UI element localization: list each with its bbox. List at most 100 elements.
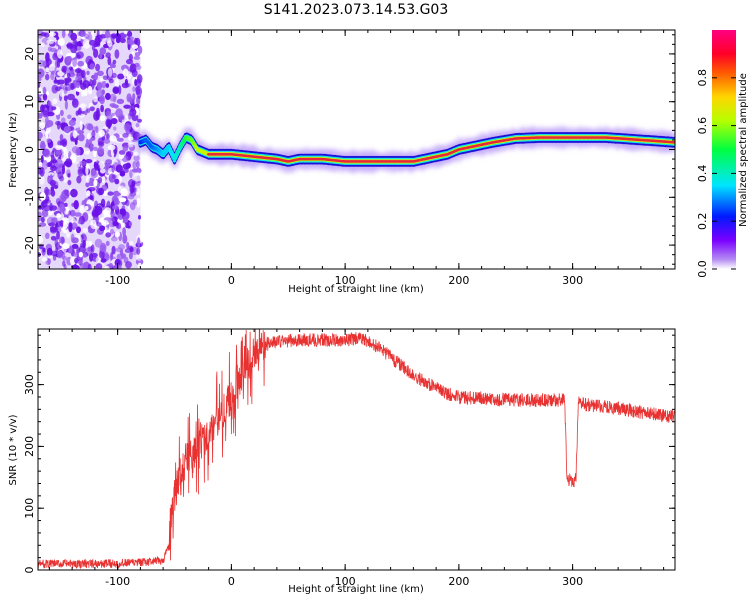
noise-speckle [122, 145, 129, 152]
snr-x-ticks: -100 0 100 200 300 [48, 329, 665, 588]
noise-speckle [124, 114, 129, 122]
noise-speckle [62, 255, 68, 261]
noise-speckle [123, 30, 128, 35]
noise-speckle [41, 257, 48, 262]
noise-speckle [114, 34, 120, 39]
noise-speckle [105, 240, 110, 247]
noise-speckle [44, 186, 49, 196]
noise-speckle [81, 251, 89, 258]
noise-speckle [95, 42, 101, 47]
noise-speckle [115, 164, 123, 173]
noise-speckle [63, 126, 71, 133]
noise-speckle [52, 53, 58, 61]
noise-speckle [99, 115, 106, 122]
noise-speckle [118, 85, 122, 95]
noise-speckle [90, 244, 95, 254]
noise-speckle [117, 185, 126, 194]
noise-speckle [50, 226, 58, 233]
figure-title: S141.2023.073.14.53.G03 [264, 2, 449, 18]
noise-speckle [93, 48, 99, 58]
noise-speckle [105, 159, 113, 165]
noise-speckle [50, 70, 55, 76]
noise-speckle [95, 63, 101, 72]
noise-speckle [135, 122, 140, 128]
noise-speckle [96, 30, 100, 39]
noise-speckle [39, 175, 45, 185]
noise-speckle [117, 73, 125, 80]
noise-speckle [92, 79, 97, 86]
noise-speckle [111, 245, 116, 255]
spectrogram-y-ticks: -20 -10 0 10 20 [23, 34, 675, 265]
noise-speckle [116, 98, 125, 105]
noise-speckle [102, 75, 109, 81]
noise-speckle [48, 222, 56, 227]
noise-speckle [69, 256, 76, 266]
noise-speckle [93, 96, 98, 103]
noise-speckle [39, 122, 46, 130]
noise-speckle [122, 68, 129, 77]
noise-speckle [39, 192, 46, 202]
noise-speckle [64, 148, 68, 155]
noise-speckle [46, 247, 53, 257]
noise-speckle [99, 225, 106, 232]
noise-speckle [82, 39, 91, 49]
noise-speckle [41, 159, 49, 170]
noise-speckle [122, 132, 129, 138]
noise-speckle [40, 155, 44, 164]
noise-speckle [136, 247, 141, 255]
noise-speckle [131, 69, 138, 77]
noise-speckle [114, 79, 120, 87]
noise-speckle [90, 219, 98, 230]
noise-speckle [75, 75, 82, 82]
noise-speckle [93, 72, 99, 81]
noise-speckle [93, 179, 98, 187]
noise-speckle [56, 36, 60, 41]
noise-speckle [113, 87, 119, 94]
noise-speckle [38, 112, 43, 119]
noise-speckle [64, 81, 69, 86]
noise-speckle [55, 158, 63, 168]
noise-speckle [104, 265, 110, 269]
noise-speckle [134, 79, 138, 87]
noise-speckle [137, 45, 143, 55]
noise-speckle [123, 123, 132, 132]
noise-speckle [101, 219, 109, 226]
noise-speckle [82, 212, 89, 222]
spectrogram-x-tick-label: 300 [562, 274, 583, 287]
noise-speckle [129, 246, 134, 253]
noise-speckle [51, 250, 58, 257]
noise-speckle [61, 65, 67, 73]
colorbar-tick-label: 0.0 [696, 260, 709, 278]
noise-speckle [109, 93, 117, 102]
colorbar-gradient [712, 30, 736, 269]
noise-speckle [70, 82, 75, 91]
noise-speckle [79, 120, 83, 131]
noise-speckle [121, 218, 129, 223]
noise-speckle [45, 73, 50, 81]
noise-speckle [47, 100, 52, 107]
snr-x-tick-label: -100 [105, 575, 130, 588]
noise-speckle [57, 79, 66, 85]
noise-speckle [107, 40, 113, 47]
noise-speckle [45, 131, 49, 139]
noise-speckle [67, 114, 72, 120]
colorbar-tick-label: 0.4 [696, 165, 709, 183]
noise-speckle [134, 37, 138, 45]
noise-speckle [80, 242, 84, 248]
noise-speckle [71, 146, 80, 154]
noise-speckle [50, 235, 57, 241]
noise-speckle [85, 190, 91, 197]
noise-speckle [81, 165, 87, 175]
noise-speckle [70, 188, 78, 198]
noise-speckle [138, 215, 141, 220]
noise-speckle [137, 237, 141, 248]
noise-speckle [49, 202, 53, 212]
noise-speckle [42, 93, 48, 101]
snr-y-axis-label: SNR (10 * v/v) [8, 414, 19, 485]
spectrogram-x-tick-label: 200 [448, 274, 469, 287]
noise-speckle [88, 39, 96, 46]
noise-speckle [77, 60, 85, 67]
spectrogram-y-tick-label: 0 [23, 146, 36, 153]
noise-speckle [86, 132, 91, 140]
